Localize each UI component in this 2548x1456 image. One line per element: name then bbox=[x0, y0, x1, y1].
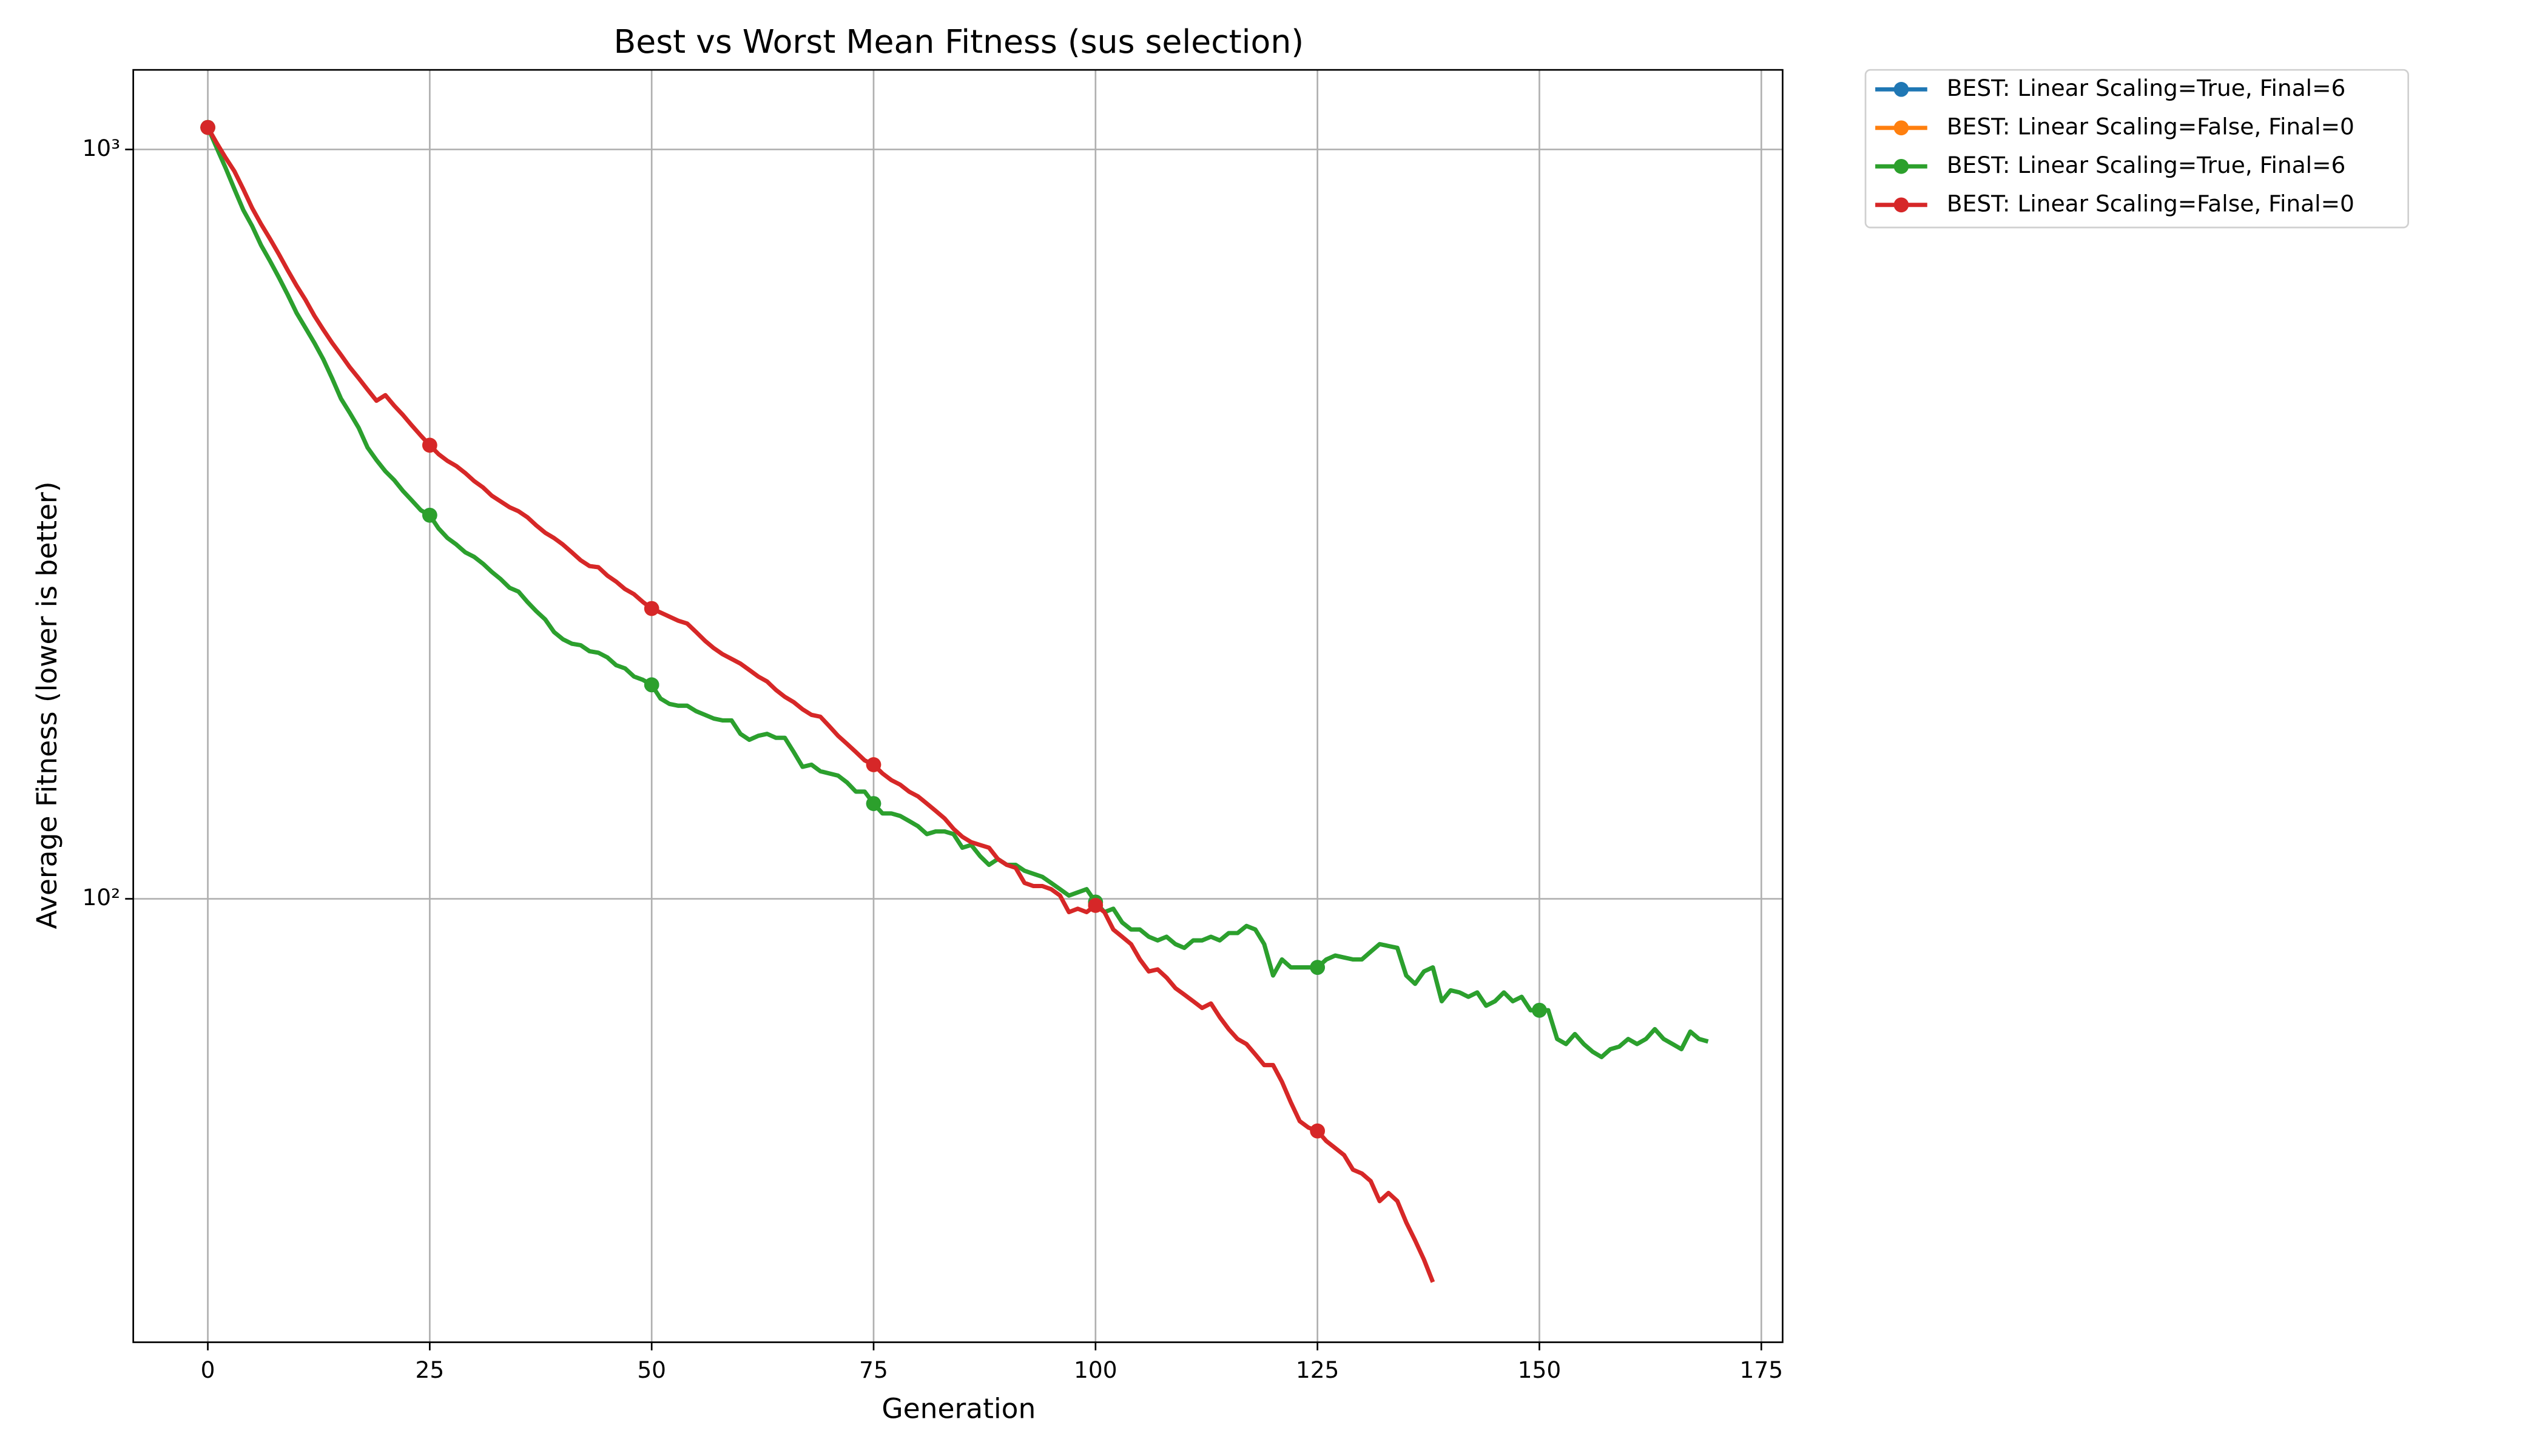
series-line bbox=[206, 126, 1435, 1283]
series-marker bbox=[200, 120, 215, 135]
series-line bbox=[206, 126, 1709, 1059]
x-tick-label: 75 bbox=[859, 1357, 888, 1383]
series-marker bbox=[1310, 960, 1325, 975]
series-line bbox=[206, 126, 1435, 1283]
x-tick-label: 175 bbox=[1739, 1357, 1783, 1383]
x-axis-label: Generation bbox=[881, 1393, 1036, 1425]
series-marker bbox=[644, 601, 659, 616]
legend-label: BEST: Linear Scaling=False, Final=0 bbox=[1947, 190, 2354, 217]
series-marker bbox=[866, 757, 881, 772]
series-marker bbox=[1088, 898, 1104, 913]
series-marker bbox=[1532, 1002, 1547, 1018]
series-marker bbox=[866, 796, 881, 811]
series-marker bbox=[1310, 1123, 1325, 1139]
x-tick-label: 125 bbox=[1296, 1357, 1340, 1383]
x-tick-label: 50 bbox=[637, 1357, 666, 1383]
legend-marker bbox=[1893, 197, 1909, 213]
plot-frame bbox=[132, 69, 1784, 1343]
x-tick-label: 0 bbox=[201, 1357, 215, 1383]
chart-title: Best vs Worst Mean Fitness (sus selectio… bbox=[614, 22, 1304, 61]
series-marker bbox=[422, 437, 437, 453]
legend-marker bbox=[1893, 158, 1909, 174]
series-marker bbox=[422, 507, 437, 523]
legend: BEST: Linear Scaling=True, Final=6 BEST: … bbox=[1875, 75, 2354, 217]
legend-box bbox=[1864, 69, 2409, 229]
y-axis-label: Average Fitness (lower is better) bbox=[31, 481, 63, 929]
legend-marker bbox=[1893, 82, 1909, 97]
x-tick-label: 25 bbox=[416, 1357, 445, 1383]
x-tick-label: 150 bbox=[1518, 1357, 1562, 1383]
y-tick-label: 10² bbox=[82, 884, 120, 911]
series-marker bbox=[644, 677, 659, 693]
grid-layer bbox=[133, 70, 1783, 1343]
legend-label: BEST: Linear Scaling=False, Final=0 bbox=[1947, 113, 2354, 140]
legend-label: BEST: Linear Scaling=True, Final=6 bbox=[1947, 75, 2345, 101]
legend-label: BEST: Linear Scaling=True, Final=6 bbox=[1947, 152, 2345, 178]
x-tick-label: 100 bbox=[1074, 1357, 1117, 1383]
series-line bbox=[206, 126, 1709, 1059]
series-layer bbox=[200, 120, 1709, 1283]
y-tick-label: 10³ bbox=[82, 135, 120, 161]
legend-marker bbox=[1893, 120, 1909, 136]
